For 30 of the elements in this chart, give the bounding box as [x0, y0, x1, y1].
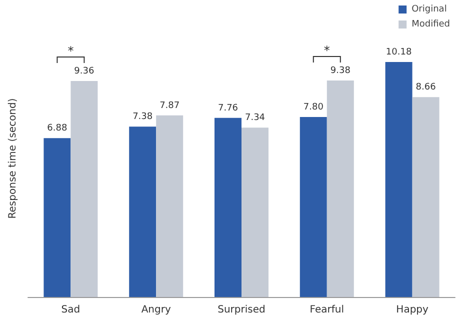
- data-label: 9.36: [74, 66, 94, 76]
- text: *: [324, 43, 330, 58]
- data-label: 8.66: [416, 82, 436, 93]
- text: *: [68, 44, 74, 58]
- x-tick-label: Fearful: [310, 304, 344, 316]
- bar: [70, 80, 98, 297]
- x-tick-label: Angry: [141, 304, 171, 316]
- x-tick-label: Sad: [61, 304, 80, 316]
- data-label: 7.87: [160, 100, 180, 111]
- bar: [412, 97, 440, 297]
- x-tick-label: Surprised: [218, 304, 266, 316]
- data-label: 7.76: [218, 103, 238, 114]
- data-label: 9.38: [330, 66, 351, 76]
- bar: [385, 62, 412, 297]
- y-axis-title: Response time (second): [8, 98, 18, 219]
- bar: [156, 115, 184, 297]
- bar: [326, 80, 354, 297]
- x-tick-label: Happy: [396, 304, 429, 316]
- legend-label: Modified: [412, 20, 450, 30]
- bar: [300, 116, 327, 297]
- data-label: 7.80: [303, 102, 324, 112]
- data-label: 7.38: [132, 112, 153, 122]
- bar: [242, 128, 268, 297]
- data-label: 7.34: [244, 113, 266, 124]
- data-label: 10.18: [386, 48, 412, 58]
- bar: [129, 126, 156, 297]
- bar: [44, 138, 71, 297]
- bar: [214, 118, 242, 297]
- data-label: 6.88: [47, 124, 68, 134]
- legend-label: Original: [412, 4, 447, 14]
